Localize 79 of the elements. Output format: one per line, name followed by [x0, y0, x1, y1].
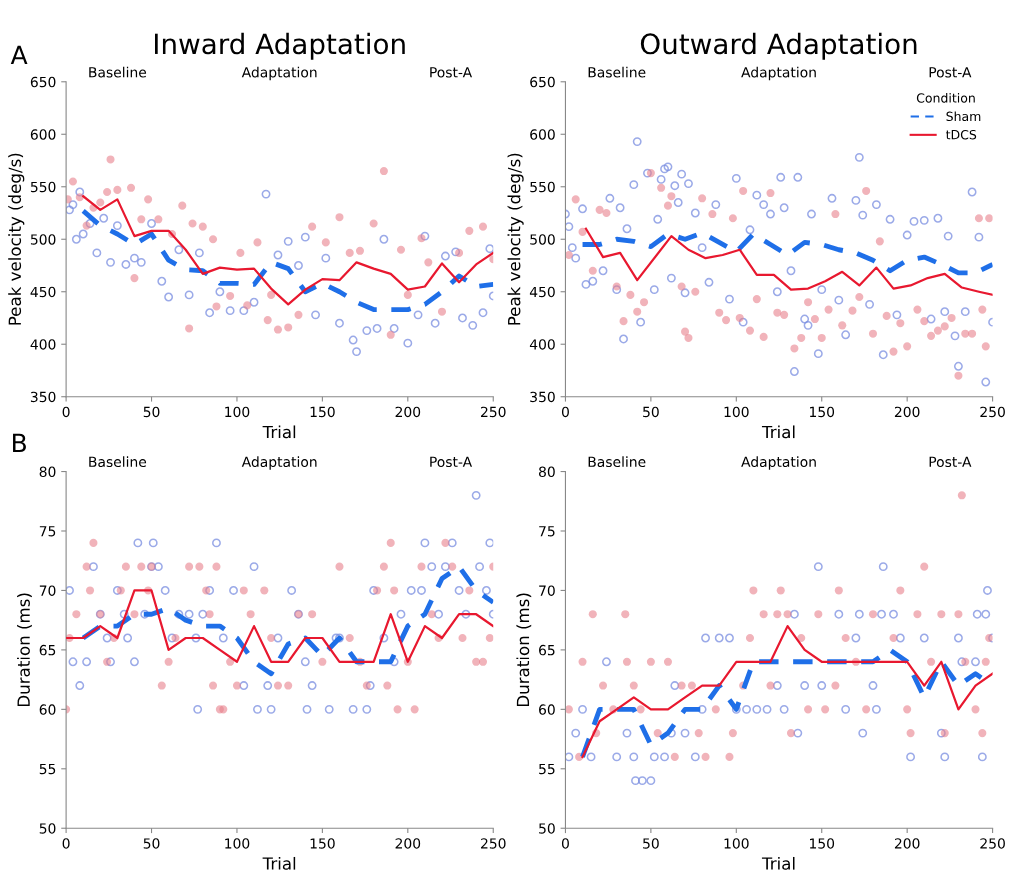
text: A: [10, 45, 28, 64]
text: Post-A: [929, 67, 972, 78]
x-tick-label: 200: [395, 838, 421, 849]
y-tick-label: 70: [539, 585, 555, 596]
y-tick-label: 500: [530, 234, 555, 245]
x-axis-title: Trial: [262, 856, 296, 870]
y-tick-label: 600: [530, 129, 555, 140]
x-tick-label: 0: [62, 406, 70, 418]
y-tick-label: 55: [39, 763, 56, 775]
x-tick-label: 0: [561, 838, 569, 849]
x-tick-label: 0: [62, 838, 70, 849]
text: Baseline: [588, 456, 646, 468]
y-tick-label: 650: [530, 76, 555, 88]
y-axis-title: Peak velocity (deg/s): [507, 153, 524, 325]
y-tick-label: 75: [39, 526, 56, 537]
x-axis-title: Trial: [262, 425, 296, 439]
y-tick-label: 70: [39, 585, 56, 596]
y-tick-label: 65: [539, 644, 555, 656]
y-axis-title: Duration (ms): [516, 593, 532, 707]
legend-title: Condition: [916, 93, 975, 103]
y-tick-label: 550: [30, 181, 56, 193]
chart-title: Inward Adaptation: [154, 32, 405, 60]
y-tick-label: 65: [39, 644, 56, 656]
text: Post-A: [430, 67, 473, 78]
y-tick-label: 400: [30, 339, 56, 350]
x-tick-label: 50: [143, 406, 160, 418]
y-tick-label: 60: [539, 704, 555, 715]
x-tick-label: 150: [810, 838, 835, 849]
y-tick-label: 60: [39, 704, 56, 715]
x-tick-label: 100: [724, 406, 749, 418]
y-tick-label: 80: [539, 466, 555, 478]
x-tick-label: 150: [810, 406, 835, 418]
x-tick-label: 200: [894, 406, 920, 418]
y-tick-label: 650: [30, 76, 56, 88]
x-tick-label: 50: [643, 406, 659, 418]
text: Adaptation: [741, 456, 816, 470]
y-tick-label: 350: [30, 391, 56, 403]
x-tick-label: 250: [481, 838, 506, 849]
y-tick-label: 50: [39, 823, 56, 834]
x-tick-label: 0: [561, 406, 569, 418]
x-tick-label: 50: [643, 838, 659, 849]
x-tick-label: 250: [980, 406, 1005, 418]
x-tick-label: 200: [894, 838, 920, 849]
text: Post-A: [430, 456, 473, 468]
text: Post-A: [929, 456, 972, 468]
y-tick-label: 500: [30, 234, 56, 245]
x-tick-label: 150: [310, 838, 335, 849]
x-axis-title: Trial: [761, 425, 795, 439]
x-tick-label: 50: [143, 838, 160, 849]
x-tick-label: 100: [225, 406, 250, 418]
x-tick-label: 250: [980, 838, 1005, 849]
x-tick-label: 100: [724, 838, 749, 849]
y-tick-label: 450: [529, 286, 555, 298]
text: Adaptation: [741, 66, 816, 81]
text: Adaptation: [241, 456, 317, 470]
y-tick-label: 350: [530, 391, 555, 403]
y-tick-label: 55: [539, 763, 555, 775]
chart-title: Outward Adaptation: [640, 32, 917, 60]
x-tick-label: 100: [225, 838, 250, 849]
text: Baseline: [588, 66, 646, 78]
y-axis-title: Peak velocity (deg/s): [8, 153, 25, 325]
x-tick-label: 200: [395, 406, 421, 418]
text: B: [13, 433, 26, 453]
x-tick-label: 250: [481, 406, 506, 418]
text: Baseline: [89, 66, 147, 78]
y-tick-label: 550: [530, 181, 555, 193]
y-tick-label: 75: [539, 526, 555, 537]
y-tick-label: 450: [30, 286, 56, 298]
text: Baseline: [89, 456, 147, 468]
legend-label: Sham: [946, 111, 981, 122]
x-tick-label: 150: [310, 406, 335, 418]
legend-label: tDCS: [945, 129, 977, 140]
y-tick-label: 80: [39, 466, 56, 478]
y-tick-label: 400: [529, 339, 555, 350]
y-axis-title: Duration (ms): [17, 593, 32, 707]
y-tick-label: 600: [30, 129, 56, 140]
y-tick-label: 50: [539, 823, 555, 834]
text: Adaptation: [241, 66, 317, 81]
x-axis-title: Trial: [761, 856, 795, 870]
